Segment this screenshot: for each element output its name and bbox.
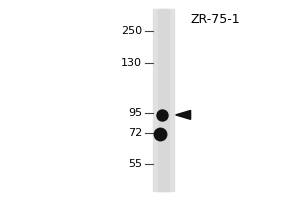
Text: 95: 95 xyxy=(128,108,142,118)
Point xyxy=(158,132,163,135)
FancyArrow shape xyxy=(176,110,190,119)
Text: ZR-75-1: ZR-75-1 xyxy=(191,13,241,26)
Point xyxy=(160,113,164,116)
Bar xyxy=(153,9,174,191)
Bar xyxy=(158,9,169,191)
Text: 55: 55 xyxy=(128,159,142,169)
Text: 250: 250 xyxy=(121,26,142,36)
Text: 130: 130 xyxy=(121,58,142,68)
Text: 72: 72 xyxy=(128,128,142,138)
